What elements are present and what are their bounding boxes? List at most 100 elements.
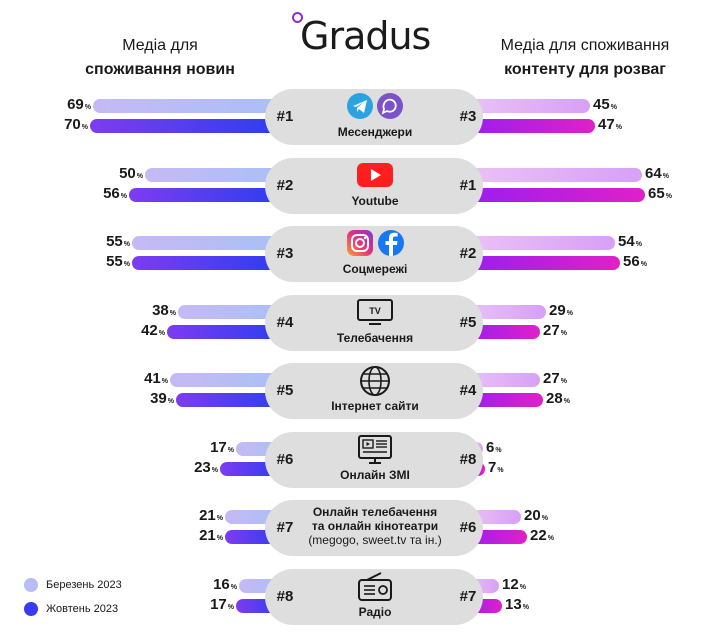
news-value-october: 23%	[178, 458, 218, 476]
data-label-number: 39	[150, 390, 167, 407]
entertainment-value-october: 22%	[530, 528, 554, 544]
data-label-percent: %	[495, 446, 502, 454]
news-value-october: 56%	[87, 184, 127, 202]
entertainment-bar-march	[466, 99, 590, 113]
entertainment-rank: #3	[459, 108, 477, 125]
entertainment-value-march: 29%	[549, 302, 573, 319]
data-label-number: 64	[645, 164, 662, 182]
youtube-icon	[300, 160, 450, 190]
globe-icon	[300, 365, 450, 396]
entertainment-value-october: 28%	[546, 391, 570, 407]
entertainment-value-october: 13%	[505, 595, 529, 613]
news-value-october: 39%	[134, 391, 174, 407]
entertainment-bar-march	[466, 167, 642, 182]
news-rank: #1	[276, 108, 294, 125]
data-label-percent: %	[563, 398, 570, 405]
online-media-icon	[300, 434, 450, 464]
entertainment-rank: #1	[459, 176, 477, 194]
legend-october-label: Жовтень 2023	[46, 603, 119, 615]
category-row: 50% 56% 64% 65% #2 #1 Youtube	[0, 156, 721, 216]
news-rank: #8	[276, 587, 294, 605]
entertainment-value-march: 64%	[645, 164, 669, 182]
news-value-october: 17%	[194, 596, 234, 613]
news-value-march: 16%	[197, 575, 237, 593]
news-bar-october	[90, 119, 283, 133]
news-bar-october	[176, 393, 283, 407]
category-row: 69% 70% 45% 47% #1 #3 Месенджери	[0, 87, 721, 147]
data-label-percent: %	[81, 124, 88, 131]
entertainment-bar-october	[466, 393, 543, 407]
category-pill	[265, 568, 483, 625]
data-label-number: 13	[505, 595, 522, 613]
news-bar-march	[170, 373, 283, 387]
data-label-number: 55	[106, 233, 123, 250]
data-label-number: 70	[64, 116, 81, 133]
entertainment-header-line2: контенту для розваг	[504, 61, 666, 78]
news-value-october: 70%	[48, 117, 88, 133]
category-label-line: та онлайн кінотеатри	[311, 519, 439, 533]
news-bar-march	[132, 236, 283, 250]
entertainment-rank: #4	[459, 382, 477, 399]
data-label-percent: %	[230, 583, 237, 591]
entertainment-bar-october	[466, 119, 595, 133]
data-label-percent: %	[161, 378, 168, 385]
data-label-number: 56	[103, 184, 120, 202]
data-label-percent: %	[640, 261, 647, 268]
news-rank: #2	[276, 176, 294, 194]
category-label: Інтернет сайти	[331, 399, 419, 413]
data-label-percent: %	[519, 583, 526, 591]
data-label-number: 23	[194, 458, 211, 476]
news-value-march: 41%	[128, 371, 168, 387]
data-label-number: 17	[210, 438, 227, 456]
data-label-percent: %	[566, 309, 573, 317]
logo-dot-icon	[292, 12, 303, 23]
data-label-number: 55	[106, 253, 123, 270]
entertainment-value-march: 12%	[502, 575, 526, 593]
news-value-march: 55%	[90, 234, 130, 250]
news-value-march: 50%	[103, 165, 143, 182]
category-label: Онлайн ЗМІ	[340, 467, 410, 482]
category-label: Телебачення	[336, 330, 414, 345]
data-label-number: 28	[546, 390, 563, 407]
data-label-percent: %	[136, 172, 143, 180]
news-value-march: 38%	[136, 302, 176, 319]
data-label-percent: %	[610, 104, 617, 111]
data-label-percent: %	[123, 261, 130, 268]
data-label-number: 12	[502, 575, 519, 593]
category-pill	[265, 89, 483, 145]
entertainment-rank: #6	[459, 519, 477, 536]
entertainment-value-march: 20%	[524, 508, 548, 524]
category-row: 16% 17% 12% 13% #8 #7 Радіо	[0, 567, 721, 627]
entertainment-value-october: 47%	[598, 117, 622, 133]
data-label-number: 21	[199, 507, 216, 524]
category-row: 38% 42% 29% 27% #4 #5 TV Телебачення	[0, 293, 721, 353]
data-label-number: 7	[488, 458, 497, 476]
data-label-percent: %	[169, 309, 176, 317]
entertainment-header-line1: Медіа для споживання	[500, 37, 670, 54]
news-rank: #5	[276, 382, 294, 399]
category-label: Youtube	[351, 193, 399, 208]
news-bar-october	[129, 187, 283, 202]
news-value-october: 55%	[90, 254, 130, 270]
data-label-percent: %	[227, 446, 234, 454]
data-label-number: 20	[524, 507, 541, 524]
entertainment-rank: #5	[459, 313, 477, 331]
data-label-percent: %	[123, 241, 130, 248]
news-bar-march	[93, 99, 283, 113]
news-bar-october	[167, 324, 283, 339]
data-label-number: 41	[144, 370, 161, 387]
news-rank: #6	[276, 450, 294, 468]
data-label-percent: %	[158, 329, 165, 337]
category-row: 55% 55% 54% 56% #3 #2 Соцмережі	[0, 224, 721, 284]
data-label-number: 16	[213, 575, 230, 593]
data-label-number: 69	[67, 96, 84, 113]
entertainment-value-october: 27%	[543, 322, 567, 339]
entertainment-bar-march	[466, 304, 546, 319]
category-label: Месенджери	[337, 125, 413, 139]
legend-march-swatch	[24, 578, 38, 592]
data-label-percent: %	[615, 124, 622, 131]
data-label-number: 27	[543, 370, 560, 387]
news-value-october: 21%	[183, 528, 223, 544]
entertainment-value-october: 56%	[623, 254, 647, 270]
